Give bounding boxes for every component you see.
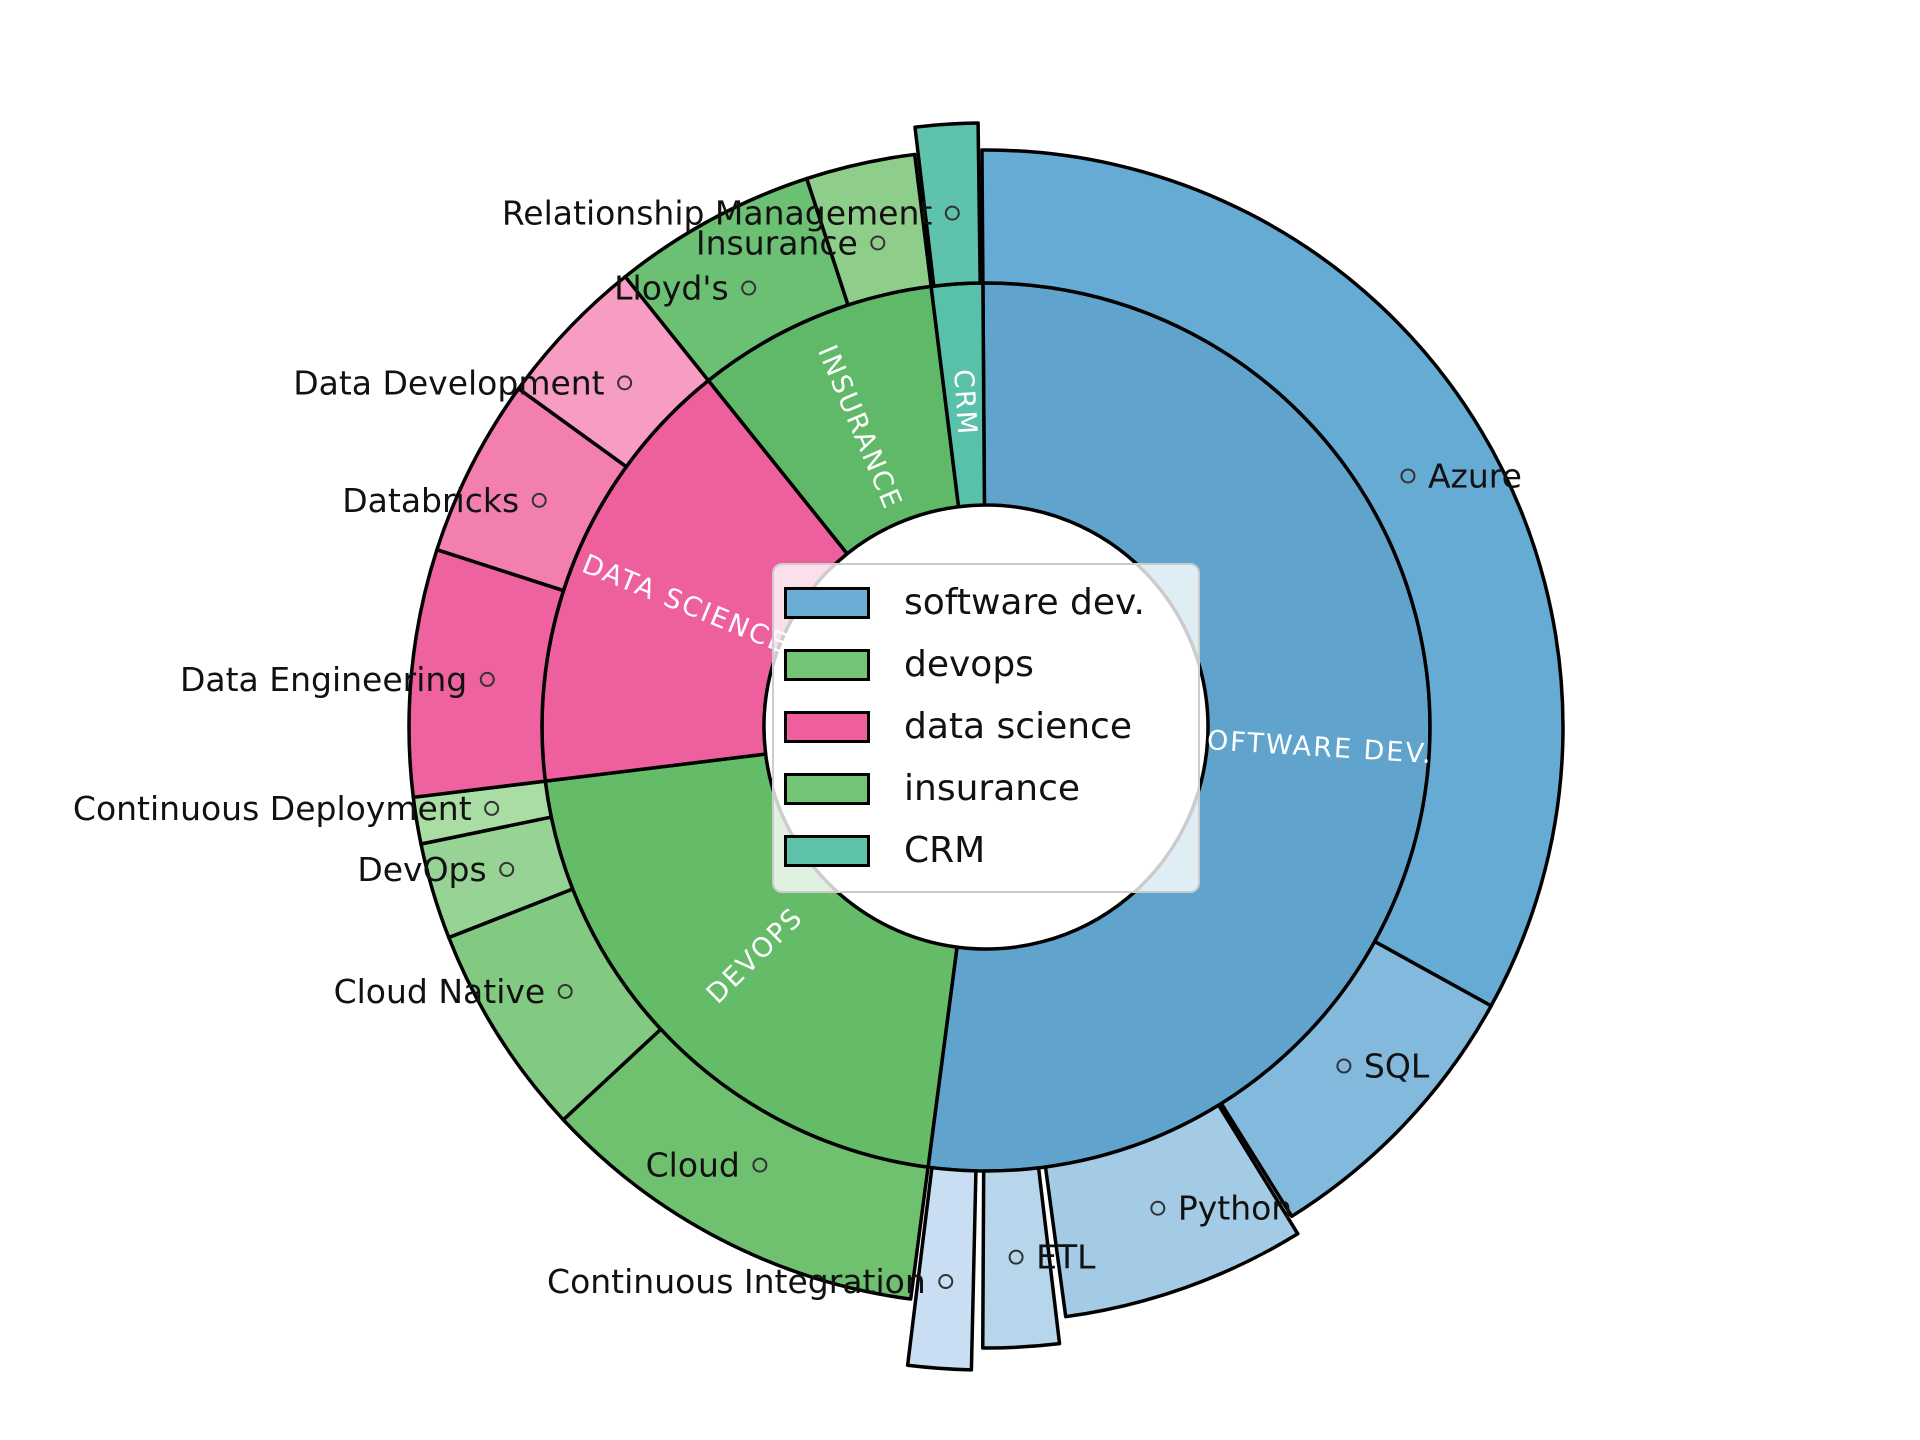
- legend-item-devops: devops: [784, 634, 1188, 696]
- legend-label-data-science: data science: [904, 706, 1132, 747]
- label-marker-data-development: [617, 375, 633, 391]
- skill-label-data-engineering: Data Engineering: [180, 660, 467, 699]
- chart-legend: software dev. devops data science insura…: [772, 563, 1200, 893]
- skill-label-continuous-deployment: Continuous Deployment: [73, 789, 472, 828]
- legend-swatch-data-science: [784, 711, 870, 743]
- label-marker-insurance-skill: [870, 235, 886, 251]
- legend-item-software-dev: software dev.: [784, 572, 1188, 634]
- legend-item-insurance: insurance: [784, 758, 1188, 820]
- wedge-python: [1043, 1103, 1300, 1319]
- skill-label-lloyds: Lloyd's: [614, 269, 729, 308]
- wedge-sql: [1219, 939, 1493, 1219]
- skill-label-relationship-management: Relationship Management: [502, 194, 933, 233]
- label-marker-azure: [1400, 468, 1416, 484]
- skill-label-continuous-integration: Continuous Integration: [547, 1262, 926, 1301]
- label-marker-databricks: [531, 492, 547, 508]
- label-marker-python: [1150, 1200, 1166, 1216]
- skill-label-databricks: Databricks: [342, 481, 519, 520]
- skill-label-cloud: Cloud: [646, 1146, 740, 1185]
- label-marker-continuous-integration: [938, 1274, 954, 1290]
- wedge-azure: [980, 148, 1565, 1008]
- legend-label-software-dev: software dev.: [904, 582, 1145, 623]
- legend-item-crm: CRM: [784, 820, 1188, 882]
- legend-swatch-crm: [784, 835, 870, 867]
- skill-label-devops-skill: DevOps: [357, 850, 486, 889]
- label-marker-relationship-management: [944, 205, 960, 221]
- wedge-etl: [980, 1166, 1062, 1350]
- skill-label-sql: SQL: [1364, 1047, 1430, 1086]
- legend-swatch-software-dev: [784, 587, 870, 619]
- label-marker-data-engineering: [479, 671, 495, 687]
- legend-swatch-devops: [784, 649, 870, 681]
- label-marker-sql: [1336, 1058, 1352, 1074]
- skill-label-etl: ETL: [1036, 1238, 1096, 1277]
- legend-label-insurance: insurance: [904, 768, 1081, 809]
- skill-label-data-development: Data Development: [293, 363, 604, 402]
- skill-label-cloud-native: Cloud Native: [334, 972, 546, 1011]
- label-marker-cloud: [752, 1157, 768, 1173]
- wedge-insurance-skill: [804, 152, 933, 307]
- skill-label-azure: Azure: [1428, 456, 1522, 495]
- label-marker-etl: [1008, 1249, 1024, 1265]
- wedge-continuous-integration: [905, 1165, 978, 1372]
- label-marker-cloud-native: [557, 983, 573, 999]
- label-marker-continuous-deployment: [484, 800, 500, 816]
- legend-label-devops: devops: [904, 644, 1034, 685]
- skill-label-insurance-skill: Insurance: [696, 223, 858, 262]
- legend-label-crm: CRM: [904, 830, 986, 871]
- wedge-relationship-management: [913, 121, 982, 288]
- label-marker-devops-skill: [499, 861, 515, 877]
- legend-swatch-insurance: [784, 773, 870, 805]
- skill-label-python: Python: [1178, 1189, 1292, 1228]
- ring-label-crm: CRM: [947, 368, 982, 437]
- legend-item-data-science: data science: [784, 696, 1188, 758]
- label-marker-lloyds: [741, 280, 757, 296]
